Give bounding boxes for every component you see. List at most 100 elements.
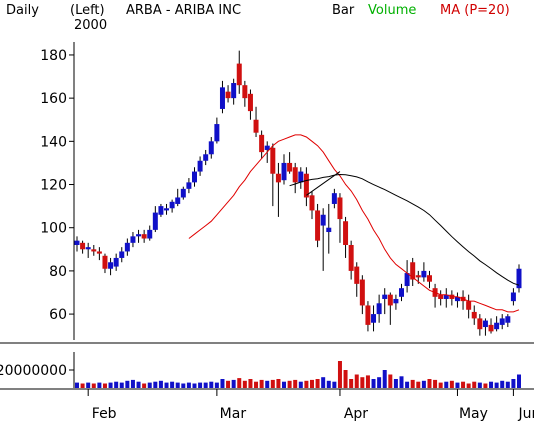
volume-bar [175, 382, 180, 388]
price-tick-label: 120 [40, 178, 67, 194]
volume-bar [170, 381, 175, 388]
volume-bar [500, 380, 505, 388]
volume-bar [517, 374, 521, 388]
candle-body [80, 242, 86, 250]
candle-body [169, 201, 175, 209]
header-year: 2000 [74, 18, 108, 33]
candle-body [471, 311, 477, 319]
volume-bar [421, 380, 426, 388]
candle-body [74, 240, 80, 245]
candle-body [108, 262, 114, 269]
price-tick-label: 160 [40, 91, 67, 107]
volume-bar [198, 382, 203, 388]
volume-bar [433, 379, 438, 388]
volume-axes: 20000000 [0, 352, 534, 390]
candle-body [191, 171, 197, 183]
volume-bar [164, 382, 169, 388]
volume-bar [371, 379, 376, 388]
candle-body [421, 270, 427, 278]
candle-body [219, 87, 225, 109]
volume-bar [237, 378, 242, 388]
volume-bar [209, 381, 214, 388]
volume-bar [511, 379, 516, 388]
candle-body [264, 145, 270, 150]
volume-bar [326, 380, 331, 388]
volume-bar [130, 379, 135, 388]
candle-body [231, 83, 237, 99]
candle-body [410, 262, 416, 280]
x-tick-label: Jun [517, 406, 534, 422]
volume-bar [472, 381, 477, 388]
candle-body [488, 324, 494, 332]
volume-bar [125, 380, 130, 388]
candle-body [259, 134, 265, 153]
candle-body [186, 182, 192, 189]
candle-body [180, 188, 186, 198]
volume-bar [226, 380, 231, 388]
candle-body [315, 210, 321, 241]
volume-bar [399, 376, 404, 388]
candle-body [320, 214, 326, 226]
candle-body [275, 173, 281, 183]
volume-bar [270, 379, 275, 388]
moving-averages [188, 134, 520, 313]
volume-bar [505, 381, 510, 388]
volume-bar [214, 382, 219, 388]
price-tick-label: 100 [40, 221, 67, 237]
candle-body [203, 154, 209, 161]
volume-bar [343, 370, 348, 388]
candle-body [354, 266, 360, 284]
candle-body [466, 301, 472, 310]
header-ma: MA (P=20) [440, 3, 510, 18]
candle-body [214, 124, 220, 142]
volume-bar [304, 380, 309, 388]
candle-body [326, 227, 332, 233]
candle-body [158, 206, 164, 215]
volume-bar [287, 380, 292, 388]
volume-bar [365, 375, 370, 388]
candle-body [197, 160, 203, 172]
volume-bar [382, 370, 387, 388]
candle-body [253, 119, 259, 133]
candle-body [130, 236, 136, 243]
volume-bar [477, 382, 482, 388]
volume-bar [114, 381, 119, 388]
candle-body [371, 314, 377, 323]
candle-body [499, 318, 505, 325]
volume-bar [393, 379, 398, 388]
candle-body [426, 275, 432, 282]
volume-bar [337, 361, 342, 388]
price-tick-label: 80 [49, 264, 67, 280]
candle-body [91, 249, 97, 252]
header-side: (Left) [70, 3, 105, 18]
candle-body [510, 292, 516, 302]
candle-body [236, 63, 242, 86]
price-tick-label: 140 [40, 134, 67, 150]
volume-tick-label: 20000000 [0, 363, 67, 379]
volume-bar [354, 374, 359, 388]
candle-body [343, 221, 349, 245]
price-tick-label: 60 [49, 307, 67, 323]
volume-bars [75, 361, 521, 388]
candle-body [331, 193, 337, 204]
volume-bar [136, 381, 141, 388]
volume-bar [142, 383, 147, 388]
candle-body [303, 173, 309, 198]
volume-bar [489, 381, 494, 388]
volume-bar [444, 381, 449, 388]
volume-bar [75, 382, 79, 388]
x-tick-label: Mar [220, 406, 247, 422]
volume-bar [91, 383, 96, 388]
volume-bar [298, 381, 303, 388]
volume-bar [119, 382, 124, 388]
volume-bar [276, 379, 281, 388]
price-axes [0, 42, 534, 344]
volume-bar [349, 379, 354, 388]
volume-bar [265, 380, 270, 388]
candle-body [494, 322, 500, 330]
price-tick-label: 180 [40, 48, 67, 64]
volume-bar [321, 377, 326, 388]
candle-body [208, 141, 214, 155]
candle-body [164, 208, 170, 211]
volume-bar [186, 382, 191, 388]
